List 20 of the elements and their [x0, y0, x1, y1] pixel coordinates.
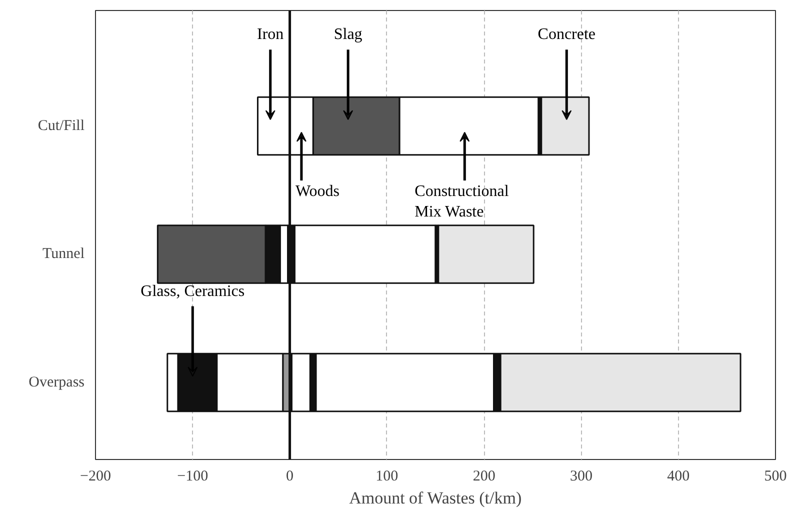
annotation: Glass, Ceramics	[140, 282, 245, 300]
x-tick-label: 300	[570, 468, 592, 484]
x-tick-label: −200	[80, 468, 111, 484]
bar	[540, 96, 590, 156]
bar	[438, 224, 534, 284]
annotation: Iron	[257, 26, 284, 44]
annotation: Slag	[334, 26, 362, 44]
annotation: Constructional Mix Waste	[414, 183, 510, 220]
annotation: Woods	[295, 183, 340, 200]
x-tick-label: 500	[764, 468, 787, 484]
x-tick-label: 400	[667, 468, 690, 484]
x-axis-title: Amount of Wastes (t/km)	[349, 488, 522, 508]
x-tick-label: 100	[376, 468, 398, 484]
y-tick-label: Cut/Fill	[38, 118, 85, 134]
x-tick-label: −100	[177, 468, 208, 484]
x-tick-label: 0	[286, 468, 294, 484]
x-tick-label: 200	[472, 468, 496, 484]
y-tick-label: Tunnel	[42, 246, 85, 262]
y-tick-label: Overpass	[28, 374, 85, 391]
annotation: Concrete	[538, 26, 596, 44]
